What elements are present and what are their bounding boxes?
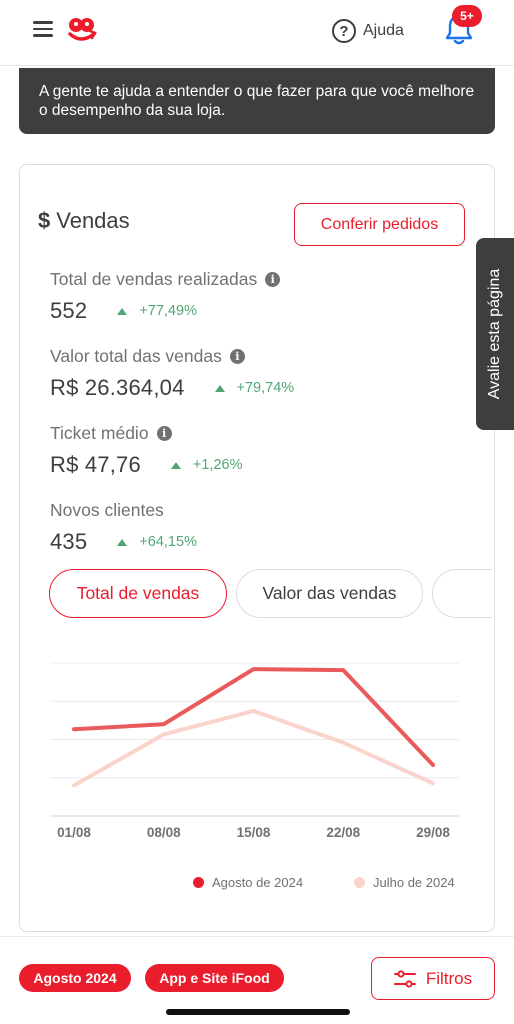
banner-text: A gente te ajuda a entender o que fazer … — [39, 83, 475, 119]
check-orders-button[interactable]: Conferir pedidos — [294, 203, 465, 246]
trend-up-icon — [170, 461, 181, 469]
metric-total-value: Valor total das vendas i R$ 26.364,04 +7… — [50, 346, 294, 401]
info-icon[interactable]: i — [265, 272, 281, 287]
metric-value: R$ 47,76 — [50, 452, 141, 477]
info-icon[interactable]: i — [229, 349, 245, 364]
tab-sales-value[interactable]: Valor das vendas — [236, 569, 423, 618]
filters-label: Filtros — [425, 968, 473, 988]
ifood-logo[interactable] — [66, 14, 98, 46]
metric-label: Valor total das vendas — [50, 346, 222, 366]
metric-delta: +64,15% — [139, 534, 197, 550]
metric-new-customers: Novos clientes 435 +64,15% — [50, 500, 197, 555]
info-banner: A gente te ajuda a entender o que fazer … — [19, 68, 495, 134]
legend-dot — [193, 877, 204, 888]
hamburger-menu-icon[interactable] — [33, 21, 53, 37]
tab-more[interactable] — [432, 569, 492, 618]
home-indicator — [166, 1009, 350, 1015]
legend-label: Julho de 2024 — [373, 875, 455, 890]
legend-label: Agosto de 2024 — [212, 875, 304, 890]
trend-up-icon — [214, 384, 225, 392]
metric-label: Novos clientes — [50, 500, 164, 520]
metric-label: Total de vendas realizadas — [50, 269, 258, 289]
help-button[interactable]: ? Ajuda — [332, 17, 404, 45]
sales-card — [19, 164, 495, 932]
legend-dot — [354, 877, 365, 888]
info-icon[interactable]: i — [156, 426, 172, 441]
metric-value: 435 — [50, 529, 88, 554]
sliders-icon — [393, 969, 416, 988]
help-label: Ajuda — [363, 22, 404, 39]
metric-delta: +79,74% — [236, 380, 295, 396]
legend-item-august: Agosto de 2024 — [193, 875, 303, 890]
trend-up-icon — [117, 307, 128, 315]
legend-item-july: Julho de 2024 — [354, 875, 455, 890]
trend-up-icon — [117, 538, 128, 546]
metric-value: 552 — [50, 298, 88, 323]
metric-label: Ticket médio — [50, 423, 149, 443]
card-title: Vendas — [56, 208, 130, 233]
card-header: $ Vendas — [38, 208, 130, 234]
top-bar: ? Ajuda 5+ — [0, 0, 514, 66]
metric-value: R$ 26.364,04 — [50, 375, 185, 400]
metric-delta: +77,49% — [139, 303, 197, 319]
dollar-icon: $ — [38, 208, 51, 233]
metric-delta: +1,26% — [192, 457, 243, 473]
metric-total-sales: Total de vendas realizadas i 552 +77,49% — [50, 269, 281, 324]
metric-average-ticket: Ticket médio i R$ 47,76 +1,26% — [50, 423, 242, 478]
filter-pill-channel[interactable]: App e Site iFood — [145, 964, 284, 992]
tab-total-sales[interactable]: Total de vendas — [49, 569, 227, 618]
rate-page-tab[interactable]: Avalie esta página — [476, 238, 514, 430]
filters-button[interactable]: Filtros — [371, 957, 495, 1000]
filter-pill-period[interactable]: Agosto 2024 — [19, 964, 131, 992]
notification-badge: 5+ — [452, 5, 482, 27]
rate-page-label: Avalie esta página — [486, 268, 503, 400]
help-icon: ? — [332, 19, 356, 43]
